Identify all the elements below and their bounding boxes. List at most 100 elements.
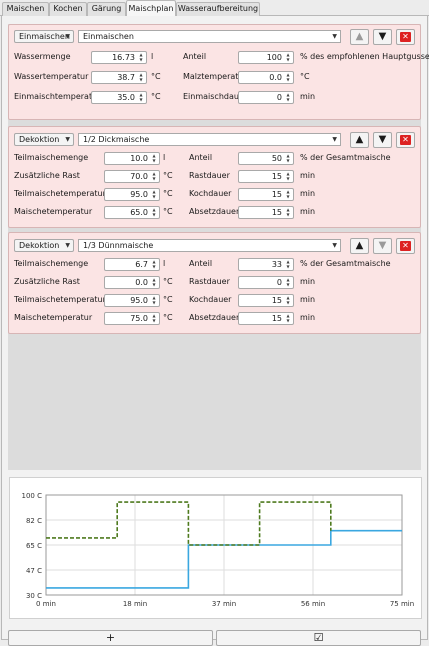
move-down-button[interactable]: ▼ xyxy=(373,132,392,148)
spin-arrows-icon[interactable]: ▲ ▼ xyxy=(286,92,290,102)
spin-arrows-icon[interactable]: ▲ ▼ xyxy=(139,72,143,82)
field-label: Absetzdauer xyxy=(189,313,240,322)
field-label: Wassertemperatur xyxy=(14,72,89,81)
close-icon: ✕ xyxy=(400,241,411,251)
partial-mash-line xyxy=(46,501,332,546)
spin-arrows-icon[interactable]: ▲ ▼ xyxy=(139,92,143,102)
teilmaischemenge-spinbox[interactable]: 6.7 ▲ ▼ xyxy=(104,258,160,271)
field-label: Teilmaischemenge xyxy=(14,259,89,268)
field-label: Teilmaischetemperatur xyxy=(14,189,106,198)
kochdauer-spinbox[interactable]: 15 ▲ ▼ xyxy=(238,294,294,307)
chevron-down-icon: ▼ xyxy=(332,242,337,249)
delete-step-button[interactable]: ✕ xyxy=(396,29,415,45)
field-unit: °C xyxy=(163,171,173,180)
step-type-select[interactable]: Dekoktion ▼ xyxy=(14,133,74,146)
field-unit: °C xyxy=(163,277,173,286)
teilmaischemenge-spinbox[interactable]: 10.0 ▲ ▼ xyxy=(104,152,160,165)
move-up-button[interactable]: ▲ xyxy=(350,132,369,148)
mash-step-einmaischen: Einmaischen ▼ Einmaischen ▼ ▲ ▼ ✕ Wasserme… xyxy=(8,24,429,120)
field-label: Anteil xyxy=(189,259,213,268)
delete-step-button[interactable]: ✕ xyxy=(396,132,415,148)
field-unit: % des empfohlenen Hauptgusses xyxy=(300,52,429,61)
field-label: Wassermenge xyxy=(14,52,71,61)
tab-maischplan[interactable]: Maischplan xyxy=(126,0,176,17)
x-tick-label: 37 min xyxy=(212,600,236,608)
delete-step-button[interactable]: ✕ xyxy=(396,238,415,254)
field-unit: min xyxy=(300,313,316,322)
spin-arrows-icon[interactable]: ▲ ▼ xyxy=(286,207,290,217)
field-unit: °C xyxy=(163,295,173,304)
x-tick-label: 18 min xyxy=(123,600,147,608)
mash-steps-area[interactable]: Einmaischen ▼ Einmaischen ▼ ▲ ▼ ✕ Wasserme… xyxy=(8,24,429,470)
move-up-button[interactable]: ▲ xyxy=(350,29,369,45)
move-up-button[interactable]: ▲ xyxy=(350,238,369,254)
wassertemperatur-spinbox[interactable]: 38.7 ▲ ▼ xyxy=(91,71,147,84)
malztemperatur-spinbox[interactable]: 0.0 ▲ ▼ xyxy=(238,71,294,84)
arrow-down-icon: ▼ xyxy=(378,240,387,251)
zusaetzliche-rast-spinbox[interactable]: 70.0 ▲ ▼ xyxy=(104,170,160,183)
zusaetzliche-rast-spinbox[interactable]: 0.0 ▲ ▼ xyxy=(104,276,160,289)
spin-arrows-icon[interactable]: ▲ ▼ xyxy=(152,171,156,181)
spin-arrows-icon[interactable]: ▲ ▼ xyxy=(152,277,156,287)
x-tick-label: 56 min xyxy=(301,600,325,608)
move-down-button[interactable]: ▼ xyxy=(373,29,392,45)
apply-button[interactable]: ☑ xyxy=(216,630,421,646)
tab-gaerung[interactable]: Gärung xyxy=(87,2,126,16)
anteil-spinbox[interactable]: 100 ▲ ▼ xyxy=(238,51,294,64)
maischetemperatur-spinbox[interactable]: 75.0 ▲ ▼ xyxy=(104,312,160,325)
spin-arrows-icon[interactable]: ▲ ▼ xyxy=(152,153,156,163)
einmaischtemperatur-spinbox[interactable]: 35.0 ▲ ▼ xyxy=(91,91,147,104)
step-type-select[interactable]: Dekoktion ▼ xyxy=(14,239,74,252)
tab-wasseraufbereitung[interactable]: Wasseraufbereitung xyxy=(176,2,260,16)
maischetemperatur-spinbox[interactable]: 65.0 ▲ ▼ xyxy=(104,206,160,219)
arrow-down-icon: ▼ xyxy=(378,134,387,145)
field-unit: °C xyxy=(163,313,173,322)
teilmaischetemperatur-spinbox[interactable]: 95.0 ▲ ▼ xyxy=(104,294,160,307)
spin-arrows-icon[interactable]: ▲ ▼ xyxy=(152,189,156,199)
x-tick-label: 0 min xyxy=(36,600,56,608)
spin-arrows-icon[interactable]: ▲ ▼ xyxy=(286,259,290,269)
einmaischdauer-spinbox[interactable]: 0 ▲ ▼ xyxy=(238,91,294,104)
step-name-field[interactable]: 1/3 Dünnmaische ▼ xyxy=(78,239,341,252)
teilmaischetemperatur-spinbox[interactable]: 95.0 ▲ ▼ xyxy=(104,188,160,201)
tab-maischen[interactable]: Maischen xyxy=(2,2,49,16)
tab-kochen[interactable]: Kochen xyxy=(49,2,87,16)
anteil-spinbox[interactable]: 50 ▲ ▼ xyxy=(238,152,294,165)
spin-arrows-icon[interactable]: ▲ ▼ xyxy=(286,52,290,62)
step-name-field[interactable]: Einmaischen ▼ xyxy=(78,30,341,43)
spin-arrows-icon[interactable]: ▲ ▼ xyxy=(152,313,156,323)
arrow-down-icon: ▼ xyxy=(378,31,387,42)
spin-arrows-icon[interactable]: ▲ ▼ xyxy=(152,259,156,269)
field-unit: °C xyxy=(163,189,173,198)
field-unit: min xyxy=(300,295,316,304)
move-down-button[interactable]: ▼ xyxy=(373,238,392,254)
spin-arrows-icon[interactable]: ▲ ▼ xyxy=(286,189,290,199)
spin-arrows-icon[interactable]: ▲ ▼ xyxy=(286,72,290,82)
field-label: Einmaischtemperatur xyxy=(14,92,101,101)
arrow-up-icon: ▲ xyxy=(355,31,364,42)
x-tick-label: 75 min xyxy=(390,600,414,608)
spin-arrows-icon[interactable]: ▲ ▼ xyxy=(286,277,290,287)
field-label: Kochdauer xyxy=(189,189,232,198)
spin-arrows-icon[interactable]: ▲ ▼ xyxy=(139,52,143,62)
absetzdauer-spinbox[interactable]: 15 ▲ ▼ xyxy=(238,206,294,219)
step-type-select[interactable]: Einmaischen ▼ xyxy=(14,30,74,43)
add-step-button[interactable]: + xyxy=(8,630,213,646)
step-name-field[interactable]: 1/2 Dickmaische ▼ xyxy=(78,133,341,146)
rastdauer-spinbox[interactable]: 15 ▲ ▼ xyxy=(238,170,294,183)
field-label: Teilmaischetemperatur xyxy=(14,295,106,304)
kochdauer-spinbox[interactable]: 15 ▲ ▼ xyxy=(238,188,294,201)
spin-arrows-icon[interactable]: ▲ ▼ xyxy=(152,207,156,217)
field-label: Rastdauer xyxy=(189,277,230,286)
wassermenge-spinbox[interactable]: 16.73 ▲ ▼ xyxy=(91,51,147,64)
field-unit: l xyxy=(163,153,166,162)
spin-arrows-icon[interactable]: ▲ ▼ xyxy=(286,313,290,323)
absetzdauer-spinbox[interactable]: 15 ▲ ▼ xyxy=(238,312,294,325)
spin-arrows-icon[interactable]: ▲ ▼ xyxy=(286,171,290,181)
anteil-spinbox[interactable]: 33 ▲ ▼ xyxy=(238,258,294,271)
spin-arrows-icon[interactable]: ▲ ▼ xyxy=(286,153,290,163)
rastdauer-spinbox[interactable]: 0 ▲ ▼ xyxy=(238,276,294,289)
spin-arrows-icon[interactable]: ▲ ▼ xyxy=(286,295,290,305)
field-label: Zusätzliche Rast xyxy=(14,277,80,286)
spin-arrows-icon[interactable]: ▲ ▼ xyxy=(152,295,156,305)
